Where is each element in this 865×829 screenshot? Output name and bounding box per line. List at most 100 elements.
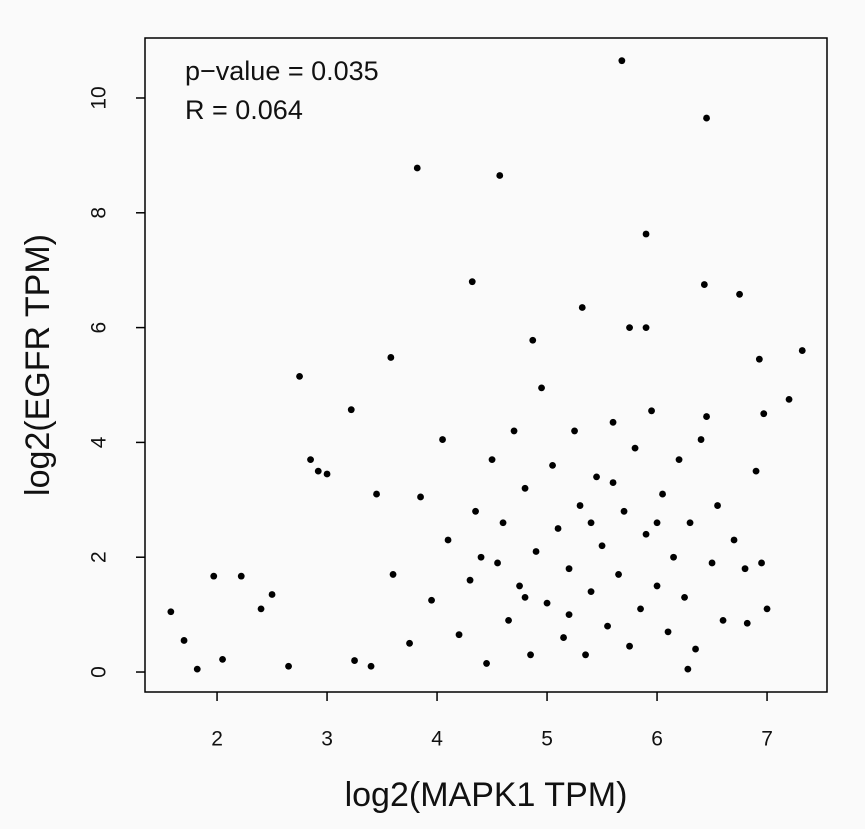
point <box>681 593 688 601</box>
point <box>538 384 545 392</box>
y-tick-label: 6 <box>88 322 111 334</box>
point <box>743 619 751 627</box>
point <box>296 372 303 380</box>
point <box>285 662 292 670</box>
x-tick-label: 2 <box>211 728 223 751</box>
point <box>675 456 683 464</box>
point <box>659 490 666 498</box>
point <box>653 582 661 590</box>
x-tick-label: 4 <box>431 728 443 751</box>
point <box>752 467 760 475</box>
point <box>417 493 424 501</box>
point <box>637 605 644 613</box>
point <box>700 281 708 288</box>
point <box>692 645 699 653</box>
point <box>444 536 452 544</box>
point <box>257 605 265 613</box>
point <box>193 665 201 673</box>
point <box>237 572 245 580</box>
plot-frame <box>144 37 828 693</box>
point <box>670 553 677 561</box>
point <box>477 553 485 561</box>
point <box>439 436 446 443</box>
point <box>560 634 567 641</box>
point <box>510 427 518 435</box>
point <box>347 406 355 414</box>
annotation: R = 0.064 <box>185 95 303 125</box>
point <box>496 172 504 179</box>
point <box>686 519 694 527</box>
point <box>488 456 496 464</box>
point <box>466 576 474 584</box>
point <box>615 571 622 578</box>
point <box>494 559 501 567</box>
point <box>210 572 218 580</box>
point <box>499 519 507 527</box>
y-tick-label: 0 <box>88 666 111 678</box>
point <box>554 525 562 532</box>
point <box>760 410 768 418</box>
point <box>719 616 727 624</box>
point <box>472 507 479 515</box>
point <box>609 479 617 486</box>
point <box>406 639 413 647</box>
y-tick-label: 2 <box>88 551 111 563</box>
x-tick-label: 5 <box>541 728 553 751</box>
point <box>543 599 551 607</box>
point <box>468 278 476 286</box>
point <box>565 611 573 619</box>
point <box>609 418 617 426</box>
point <box>389 571 397 578</box>
point <box>626 642 633 650</box>
x-tick-label: 6 <box>651 728 663 751</box>
point <box>798 347 806 354</box>
point <box>428 596 435 604</box>
point <box>642 324 650 332</box>
y-tick-label: 8 <box>88 207 111 219</box>
point <box>642 230 650 238</box>
point <box>664 628 672 636</box>
point <box>758 559 765 567</box>
point <box>763 605 771 613</box>
point <box>741 565 749 573</box>
point <box>576 502 584 509</box>
point <box>367 662 375 670</box>
point <box>582 651 589 659</box>
point <box>785 395 793 403</box>
y-axis-title: log2(EGFR TPM) <box>19 234 57 496</box>
point <box>587 588 595 596</box>
x-axis-title: log2(MAPK1 TPM) <box>345 776 628 814</box>
point <box>521 484 529 492</box>
x-tick-label: 7 <box>761 728 773 751</box>
point <box>736 290 743 298</box>
point <box>578 304 586 311</box>
point <box>167 608 175 616</box>
point <box>549 461 556 469</box>
point <box>387 354 395 361</box>
point <box>314 467 322 475</box>
point <box>684 665 692 673</box>
point <box>618 57 626 65</box>
point <box>307 456 314 464</box>
point <box>505 616 512 624</box>
point <box>587 519 595 527</box>
point <box>532 548 540 555</box>
point <box>653 519 661 527</box>
point <box>529 336 537 344</box>
point <box>714 502 721 509</box>
point <box>521 593 529 601</box>
point <box>703 114 710 122</box>
point <box>697 436 705 443</box>
point <box>373 490 380 498</box>
point <box>598 542 606 550</box>
point <box>180 637 188 644</box>
point <box>268 591 276 598</box>
point <box>527 651 534 659</box>
point <box>323 470 331 478</box>
point <box>708 559 716 567</box>
point <box>642 530 650 538</box>
point <box>413 164 421 172</box>
